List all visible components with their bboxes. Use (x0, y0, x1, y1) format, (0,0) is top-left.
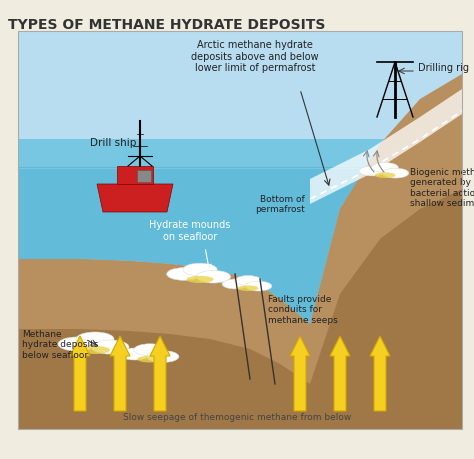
Ellipse shape (196, 271, 230, 283)
FancyArrow shape (70, 336, 90, 411)
Text: Bottom of
permafrost: Bottom of permafrost (255, 195, 305, 214)
Text: Drill ship: Drill ship (90, 138, 137, 148)
Ellipse shape (222, 280, 249, 289)
FancyArrow shape (150, 336, 170, 411)
Ellipse shape (372, 163, 398, 173)
Text: Hydrate mounds
on seafloor: Hydrate mounds on seafloor (149, 219, 231, 241)
Bar (117, 167, 153, 185)
Text: Faults provide
conduits for
methane seeps: Faults provide conduits for methane seep… (268, 294, 338, 324)
Text: Biogenic methane
generated by
bacterial action in
shallow sediments: Biogenic methane generated by bacterial … (410, 168, 474, 208)
Bar (18, 32, 462, 140)
Ellipse shape (91, 340, 129, 354)
Ellipse shape (134, 344, 166, 356)
FancyArrow shape (110, 336, 130, 411)
Bar (18, 140, 462, 170)
FancyArrow shape (370, 336, 390, 411)
Text: TYPES OF METHANE HYDRATE DEPOSITS: TYPES OF METHANE HYDRATE DEPOSITS (8, 18, 325, 32)
Polygon shape (18, 190, 462, 429)
Ellipse shape (183, 263, 217, 276)
Polygon shape (18, 190, 462, 429)
Ellipse shape (245, 281, 272, 291)
Text: Arctic methane hydrate
deposits above and below
lower limit of permafrost: Arctic methane hydrate deposits above an… (191, 40, 319, 73)
Polygon shape (18, 75, 462, 429)
Bar (137, 171, 151, 183)
FancyArrow shape (330, 336, 350, 411)
Ellipse shape (382, 169, 409, 179)
Ellipse shape (359, 167, 386, 177)
Bar (18, 32, 462, 429)
Ellipse shape (76, 332, 114, 346)
Text: Slow seepage of themogenic methane from below: Slow seepage of themogenic methane from … (123, 412, 351, 421)
Polygon shape (18, 75, 462, 325)
Polygon shape (310, 90, 462, 205)
FancyArrow shape (290, 336, 310, 411)
Bar (18, 32, 462, 429)
Ellipse shape (237, 286, 258, 291)
Ellipse shape (146, 351, 179, 363)
Ellipse shape (186, 276, 213, 283)
Ellipse shape (58, 337, 96, 351)
Ellipse shape (118, 348, 151, 360)
Ellipse shape (80, 346, 110, 354)
Ellipse shape (235, 276, 261, 286)
Polygon shape (97, 185, 173, 213)
Polygon shape (18, 75, 462, 429)
Ellipse shape (167, 268, 201, 281)
Ellipse shape (137, 356, 163, 363)
Text: Methane
hydrate deposits
below seafloor: Methane hydrate deposits below seafloor (22, 329, 99, 359)
Text: Drilling rig: Drilling rig (418, 63, 469, 73)
Ellipse shape (374, 173, 395, 179)
